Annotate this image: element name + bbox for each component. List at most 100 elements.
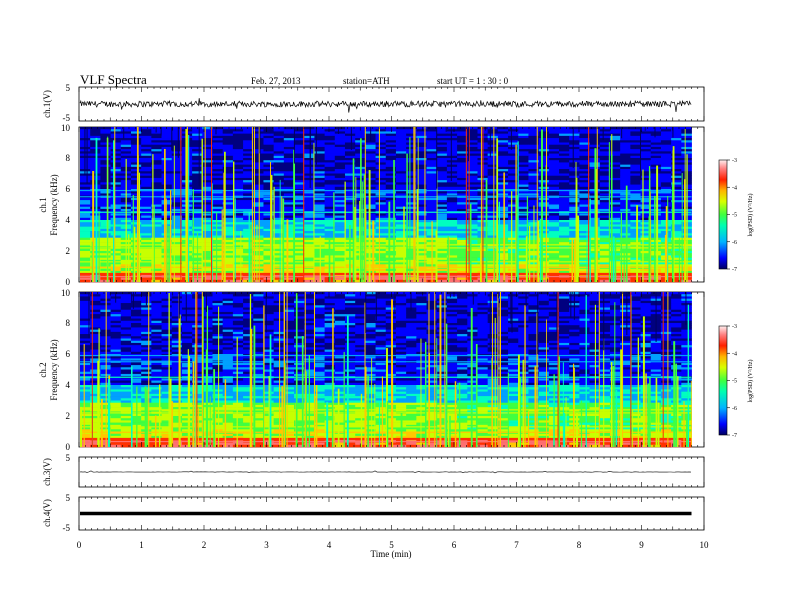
spec1-cell [263,270,275,274]
spec1-cell [222,202,234,205]
spec1-cell [161,200,173,203]
spec1-cell [212,251,224,254]
spec2-cell [243,305,254,308]
spec1-cell [253,231,264,234]
spec1-cell [253,197,264,201]
spec1-cell [304,262,315,265]
spec1-cell [579,226,590,230]
spec1-cell [263,222,275,225]
spec1-cell [569,140,580,143]
spec1-cell [620,248,631,252]
spec1-cell [436,142,448,146]
spec2-cell [446,298,458,302]
spec1-cell [365,166,376,170]
spec2-cell [80,296,91,299]
spec1-band-3 [80,261,692,263]
spec2-cell [446,307,458,311]
spec1-cell [385,200,397,203]
spec1-cell [620,217,631,221]
spec1-cell [304,264,315,267]
spec1-cell [395,135,407,139]
spec1-cell [375,149,387,152]
spec1-cell [283,162,295,165]
spec1-cell [375,233,387,236]
spec2-cell [497,300,509,304]
spec1-cell [243,202,254,205]
spec1-cell [232,239,244,243]
spec1-cell [467,233,478,236]
spec1-cell [151,149,162,152]
spec1-cell [518,166,529,170]
spec1-cell [559,186,570,190]
spec2-cell [212,307,224,311]
spec2-cell [120,309,132,313]
spec2-cell [548,307,560,311]
spec1-cell [273,224,285,227]
spec1-cell [253,153,264,157]
spec1-cell [130,197,142,201]
spec1-cell [385,239,397,243]
spec1-cell [283,177,295,181]
spec1-cell [660,133,672,137]
spec1-cell [273,182,285,185]
spec1-cell [80,220,91,223]
spec1-cell [548,237,560,241]
spec2-cell [477,294,489,297]
spec1-cell [202,177,213,181]
spec1-cell [436,244,448,247]
spec1-cell [222,133,234,137]
spec2-cell [222,300,234,304]
spec1-cell [385,235,397,239]
spec1-cell [171,220,183,223]
spec1-cell [518,270,529,274]
spec1-cell [171,235,183,239]
spec1-cell [151,146,162,150]
spec1-cell [436,270,448,274]
spec1-cell [487,149,499,152]
spec1-spheric [368,170,371,282]
spec1-cell [640,184,652,188]
spec2-cell [579,309,590,313]
spec1-cell [467,135,478,139]
spec1-cell [304,180,315,183]
spec1-cell [334,191,346,194]
spec1-cell [487,173,499,177]
spec1-spheric [511,191,513,282]
spec1-cell [508,144,519,148]
spec2-cell [355,303,366,306]
spec1-cell [457,146,468,150]
spec1-cell [548,224,560,227]
spec1-cell [283,215,295,219]
spec1-cell [314,184,325,188]
spec2-cell [497,307,509,311]
spec1-cell [497,208,509,212]
spec1-cell [141,153,152,157]
spec1-cell [457,213,468,216]
spec1-cell [324,140,336,143]
spec1-cell [395,257,407,261]
spec1-cell [90,220,101,223]
spec1-cell [406,279,417,283]
spec1-cell [609,164,621,168]
spec2-cell [426,292,438,295]
spec1-spheric [656,165,659,282]
spec1-cell [110,144,122,148]
spec1-cell [334,173,346,177]
spec1-cell [202,158,213,161]
spec1-cell [253,149,264,152]
spec1-cell [304,222,315,225]
spec1-cell [579,182,590,185]
spec1-cell [630,237,641,241]
spec1-cell [416,279,427,283]
spec1-cell [395,153,407,157]
spec1-cell [263,197,275,201]
spec1-cell [283,146,295,150]
spec1-cell [324,131,336,134]
spec1-cell [650,255,662,258]
spec1-cell [487,140,499,143]
spec1-cell [620,204,631,208]
spec2-cell [253,292,264,295]
spec1-cell [263,160,275,163]
ch2-spectrogram [80,292,692,448]
spec1-cell [222,259,234,263]
